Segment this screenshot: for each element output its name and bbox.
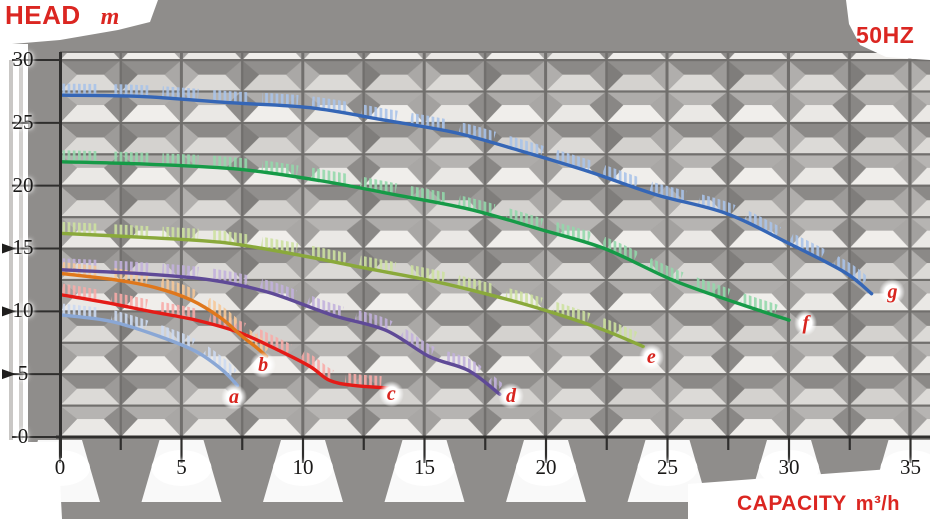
x-axis-title-word: CAPACITY	[737, 492, 847, 515]
y-axis-title-word: HEAD	[5, 0, 81, 30]
y-tick-label: 20	[12, 172, 34, 197]
curve-label-e: e	[638, 343, 664, 370]
x-tick-label: 30	[778, 455, 800, 479]
y-tick-label: 15	[12, 235, 34, 260]
plot-area-tiles	[60, 52, 930, 437]
curve-label-f: f	[794, 309, 818, 336]
performance-curves	[60, 93, 874, 396]
curve-label-c: c	[378, 381, 404, 408]
curve-label-g: g	[879, 279, 906, 306]
y-axis-title-unit: m	[100, 4, 120, 30]
x-tick-label: 0	[54, 455, 66, 479]
x-axis-title-unit: m³/h	[855, 493, 900, 515]
x-tick-label: 35	[900, 455, 921, 479]
x-tick-label: 20	[535, 455, 557, 479]
curve-label-d: d	[497, 382, 524, 409]
y-tick-label: 25	[12, 109, 34, 134]
y-tick-label: 10	[12, 298, 34, 323]
x-tick-label: 5	[176, 455, 187, 479]
y-tick-label: 5	[17, 361, 29, 386]
y-tick-label: 30	[12, 46, 34, 71]
curve-label-b: b	[250, 352, 277, 379]
y-axis-title: HEAD m	[5, 2, 120, 29]
axis-ticks	[2, 52, 930, 463]
y-tick-label: 0	[17, 424, 29, 448]
x-tick-label: 25	[657, 455, 678, 479]
x-tick-label: 15	[414, 455, 435, 479]
x-tick-label: 10	[292, 455, 314, 479]
curve-tolerance-bands	[61, 83, 876, 393]
frequency-label: 50HZ	[856, 22, 915, 48]
x-axis-title: CAPACITY m³/h	[737, 493, 900, 514]
curve-label-a: a	[220, 383, 247, 410]
